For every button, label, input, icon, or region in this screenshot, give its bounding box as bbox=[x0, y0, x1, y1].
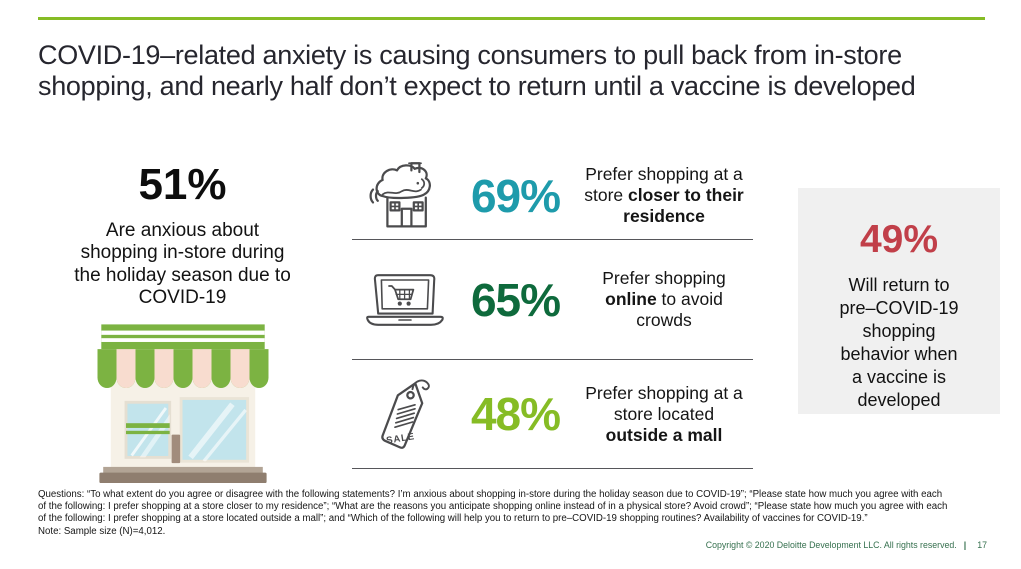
accent-rule bbox=[38, 17, 985, 20]
copyright-bar: Copyright © 2020 Deloitte Development LL… bbox=[706, 540, 987, 550]
svg-text:SALE: SALE bbox=[385, 431, 415, 446]
left-stat-block: 51% Are anxious about shopping in-store … bbox=[55, 160, 310, 494]
stat-row-residence: 69% Prefer shopping at a store closer to… bbox=[352, 152, 754, 239]
left-stat-caption: Are anxious about shopping in-store duri… bbox=[74, 220, 291, 309]
divider bbox=[352, 239, 753, 240]
middle-stats: 69% Prefer shopping at a store closer to… bbox=[352, 152, 754, 469]
footnote: Questions: “To what extent do you agree … bbox=[38, 489, 998, 538]
page-number: 17 bbox=[977, 540, 987, 550]
laptop-cart-icon bbox=[365, 273, 444, 326]
copyright-separator: | bbox=[963, 540, 967, 550]
right-stat-value: 49% bbox=[859, 218, 939, 261]
right-stat-caption: Will return to pre–COVID-19 shopping beh… bbox=[839, 275, 959, 411]
stat-row-outside-mall: SALE 48% Prefer shopping at a store loca… bbox=[352, 360, 754, 468]
left-stat-value: 51% bbox=[138, 160, 227, 209]
stat-row-online: 65% Prefer shopping online to avoid crow… bbox=[352, 240, 754, 359]
house-icon bbox=[368, 161, 431, 228]
footnote-line: of the following: I prefer shopping at a… bbox=[38, 501, 948, 513]
sale-tag-icon: SALE bbox=[380, 379, 430, 449]
footnote-line: of the following: I prefer shopping at a… bbox=[38, 513, 868, 525]
stat-value-outside-mall: 48% bbox=[470, 388, 561, 440]
slide-title: COVID-19–related anxiety is causing cons… bbox=[38, 40, 916, 101]
footnote-line: Note: Sample size (N)=4,012. bbox=[38, 525, 166, 537]
right-stat-box: 49% Will return to pre–COVID-19 shopping… bbox=[798, 188, 1000, 414]
divider bbox=[352, 468, 753, 469]
stat-value-residence: 69% bbox=[470, 169, 561, 222]
stat-text-online: Prefer shopping online to avoid crowds bbox=[602, 268, 726, 330]
divider bbox=[352, 359, 753, 360]
copyright-text: Copyright © 2020 Deloitte Development LL… bbox=[705, 540, 957, 550]
footnote-line: Questions: “To what extent do you agree … bbox=[38, 489, 943, 500]
stat-value-online: 65% bbox=[470, 273, 561, 326]
storefront-illustration bbox=[97, 324, 268, 483]
stat-text-residence: Prefer shopping at a store closer to the… bbox=[584, 164, 744, 226]
stat-text-outside-mall: Prefer shopping at a store located outsi… bbox=[585, 382, 743, 445]
